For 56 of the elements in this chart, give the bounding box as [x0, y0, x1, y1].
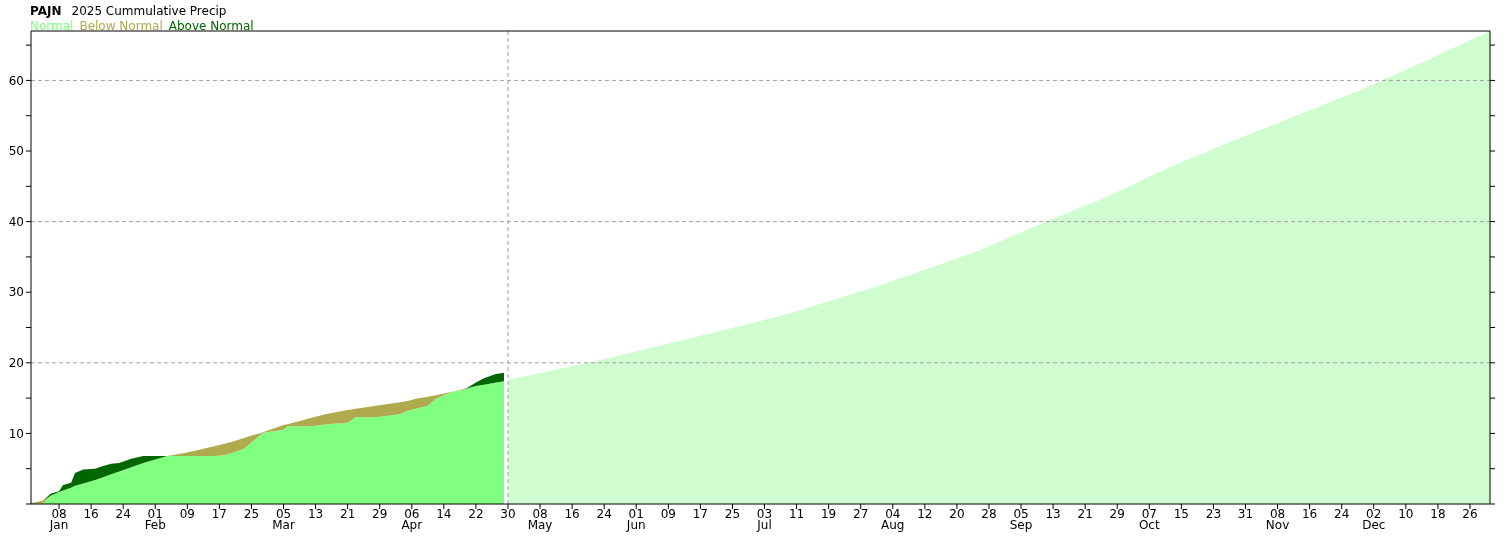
chart-subtitle: 2025 Cummulative Precip	[71, 4, 227, 18]
x-tick-label: 09	[179, 507, 195, 521]
x-tick-label: 28	[981, 507, 997, 521]
x-tick-label: 01 Feb	[144, 507, 166, 532]
x-tick-label: 08 Nov	[1265, 507, 1290, 532]
x-tick-label: 16	[83, 507, 99, 521]
y-tick-label: 10	[8, 426, 24, 441]
x-tick-label: 08 May	[527, 507, 553, 532]
x-tick-label: 16	[564, 507, 580, 521]
x-tick-label: 08 Jan	[48, 507, 69, 532]
text: Normal	[30, 19, 74, 33]
x-tick-label: 29	[372, 507, 388, 521]
x-tick-label: 12	[917, 507, 933, 521]
text: Below Normal	[79, 19, 163, 33]
x-tick-label: 05 Mar	[272, 507, 295, 532]
x-tick-label: 02 Dec	[1362, 507, 1386, 532]
x-tick-label: 21	[1077, 507, 1093, 521]
y-tick-label: 30	[8, 285, 24, 300]
text: Above Normal	[168, 19, 254, 33]
x-tick-label: 30	[500, 507, 516, 521]
x-tick-label: 13	[307, 507, 324, 521]
x-tick-label: 25	[724, 507, 741, 521]
chart-title: PAJN	[30, 4, 62, 18]
x-tick-label: 16	[1301, 507, 1318, 521]
x-tick-label: 13	[1045, 507, 1061, 521]
x-tick-label: 17	[211, 507, 228, 521]
x-tick-label: 31	[1237, 507, 1254, 521]
x-tick-label: 06 Apr	[401, 507, 423, 532]
x-tick-label: 18	[1430, 507, 1446, 521]
x-tick-label: 27	[853, 507, 869, 521]
x-tick-label: 07 Oct	[1138, 507, 1160, 532]
x-tick-label: 09	[660, 507, 676, 521]
x-tick-label: 05 Sep	[1009, 507, 1033, 532]
x-tick-label: 21	[340, 507, 356, 521]
x-tick-label: 29	[1109, 507, 1125, 521]
y-tick-label: 50	[8, 144, 24, 159]
x-tick-label: 24	[115, 507, 131, 521]
y-tick-label: 20	[8, 356, 24, 371]
y-tick-label: 60	[8, 73, 24, 88]
x-tick-label: 19	[821, 507, 837, 521]
y-tick-label: 40	[8, 214, 24, 229]
x-tick-label: 26	[1462, 507, 1478, 521]
x-tick-label: 22	[468, 507, 484, 521]
x-tick-label: 04 Aug	[881, 507, 905, 532]
x-tick-label: 25	[243, 507, 260, 521]
x-tick-label: 10	[1398, 507, 1414, 521]
x-tick-label: 11	[788, 507, 805, 521]
x-tick-label: 15	[1173, 507, 1190, 521]
x-tick-label: 23	[1205, 507, 1222, 521]
x-tick-label: 14	[436, 507, 452, 521]
x-tick-label: 24	[1334, 507, 1350, 521]
x-tick-label: 03 Jul	[756, 507, 773, 532]
x-tick-label: 20	[949, 507, 965, 521]
x-tick-label: 01 Jun	[625, 507, 646, 532]
x-tick-label: 17	[692, 507, 709, 521]
x-tick-label: 24	[596, 507, 612, 521]
